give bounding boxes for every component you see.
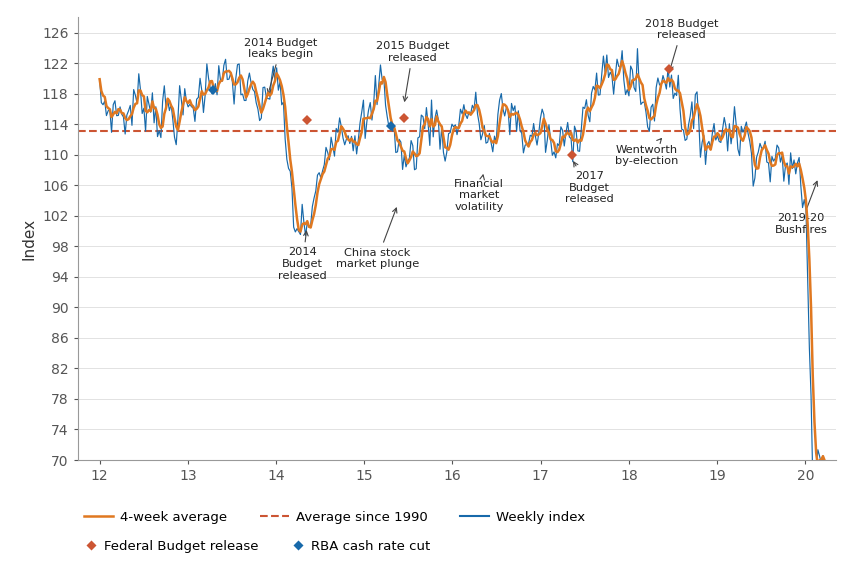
Legend: Federal Budget release, RBA cash rate cut: Federal Budget release, RBA cash rate cu… bbox=[84, 540, 430, 553]
Text: 2018 Budget
released: 2018 Budget released bbox=[644, 18, 718, 71]
Text: 2015 Budget
released: 2015 Budget released bbox=[375, 41, 449, 101]
Text: Wentworth
by-election: Wentworth by-election bbox=[614, 139, 678, 166]
Text: 2017
Budget
released: 2017 Budget released bbox=[564, 162, 613, 204]
Text: Financial
market
volatility: Financial market volatility bbox=[454, 175, 504, 212]
Text: 2014
Budget
released: 2014 Budget released bbox=[278, 231, 326, 281]
Text: China stock
market plunge: China stock market plunge bbox=[336, 208, 418, 269]
Text: 2019-20
Bushfires: 2019-20 Bushfires bbox=[773, 181, 827, 235]
Y-axis label: Index: Index bbox=[22, 217, 36, 260]
Text: 2014 Budget
leaks begin: 2014 Budget leaks begin bbox=[244, 37, 317, 94]
